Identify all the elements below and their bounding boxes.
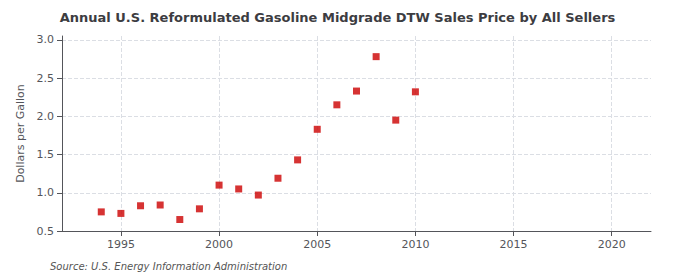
svg-text:2020: 2020 bbox=[598, 238, 626, 251]
svg-text:2015: 2015 bbox=[500, 238, 528, 251]
svg-text:1995: 1995 bbox=[107, 238, 135, 251]
svg-text:2000: 2000 bbox=[205, 238, 233, 251]
svg-text:Source: U.S. Energy Informatio: Source: U.S. Energy Information Administ… bbox=[50, 261, 287, 272]
svg-text:Annual U.S. Reformulated Gasol: Annual U.S. Reformulated Gasoline Midgra… bbox=[60, 10, 616, 25]
svg-text:1.5: 1.5 bbox=[37, 148, 55, 161]
svg-text:3.0: 3.0 bbox=[37, 33, 55, 46]
svg-text:1.0: 1.0 bbox=[37, 186, 55, 199]
svg-text:Dollars per Gallon: Dollars per Gallon bbox=[14, 84, 27, 183]
svg-text:2010: 2010 bbox=[401, 238, 429, 251]
svg-text:2.5: 2.5 bbox=[37, 72, 55, 85]
svg-text:0.5: 0.5 bbox=[37, 225, 55, 238]
svg-text:2.0: 2.0 bbox=[37, 110, 55, 123]
svg-text:2005: 2005 bbox=[303, 238, 331, 251]
